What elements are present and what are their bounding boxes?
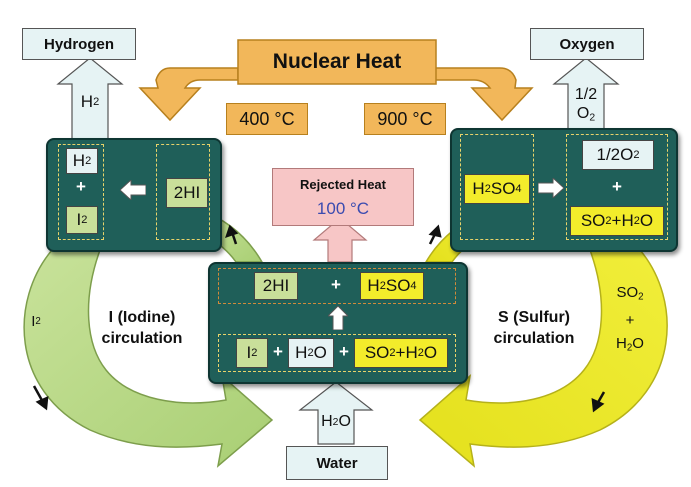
water-product-box: Water: [286, 446, 388, 480]
left-reactor-feed-frame: [156, 144, 210, 240]
oxygen-product-box: Oxygen: [530, 28, 644, 60]
sulfur-cycle-arrow: [418, 249, 668, 468]
center-products-frame: [218, 268, 456, 304]
right-half-o2-chip: 1/2O 2: [582, 140, 654, 170]
center-top-plus: +: [331, 275, 341, 294]
center-so2h2o-chip: SO 2 +H 2 O: [354, 338, 448, 368]
left-2hi-chip: 2HI: [166, 178, 208, 208]
center-2hi-chip: 2HI: [254, 272, 298, 300]
temp-400-box: 400 °C: [226, 103, 308, 135]
left-plus: +: [76, 177, 86, 196]
center-up-arrow-icon: [328, 306, 348, 330]
iodine-cycle-label: I (Iodine) circulation: [101, 309, 183, 347]
right-so2h2o-chip: SO 2 +H 2 O: [570, 206, 664, 236]
center-plus-2: +: [339, 342, 349, 361]
right-reactor-products-frame: [566, 134, 668, 240]
left-reactor-products-frame: [58, 144, 104, 240]
flow-arrow-sulfur-up: [428, 224, 442, 245]
right-h2so4-chip: H 2 SO 4: [464, 174, 530, 204]
flow-arrow-sulfur-down: [591, 391, 606, 413]
left-reactor-arrow-icon: [120, 180, 146, 200]
flow-arrow-iodine-down: [32, 385, 49, 411]
rejected-heat-arrow: [312, 217, 368, 263]
water-in-arrow: [298, 381, 374, 445]
right-plus: +: [612, 177, 622, 196]
o2-out-label: 1/2 O2: [574, 85, 598, 124]
right-reactor-feed-frame: [460, 134, 534, 240]
hydrogen-out-arrow: [56, 57, 124, 143]
hydrogen-product-box: Hydrogen: [22, 28, 136, 60]
right-reactor-arrow-icon: [538, 178, 564, 198]
iodine-cycle-arrow: [23, 249, 274, 468]
rejected-heat-temp: 100 °C: [316, 199, 370, 218]
center-h2so4-chip: H 2 SO 4: [360, 272, 424, 300]
center-feed-frame: [218, 334, 456, 372]
nuclear-heat-arrow: [138, 67, 239, 122]
sulfur-cycle-label: S (Sulfur) circulation: [493, 309, 575, 347]
rejected-heat-label: Rejected Heat: [300, 177, 386, 192]
flow-arrow-iodine-up: [225, 224, 239, 245]
center-plus-1: +: [273, 342, 283, 361]
rejected-heat-box: Rejected Heat 100 °C: [272, 168, 414, 226]
nuclear-heat-box: [237, 39, 437, 85]
nuclear-heat-arrow-right: [434, 67, 534, 122]
nuclear-heat-label: Nuclear Heat: [272, 50, 402, 73]
sulfur-flow-label: SO2 + H2O: [616, 284, 644, 353]
temp-900-box: 900 °C: [364, 103, 446, 135]
